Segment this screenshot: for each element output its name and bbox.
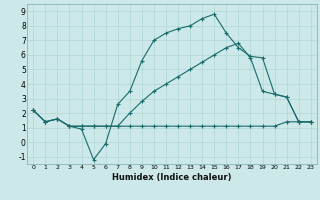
X-axis label: Humidex (Indice chaleur): Humidex (Indice chaleur): [112, 173, 232, 182]
